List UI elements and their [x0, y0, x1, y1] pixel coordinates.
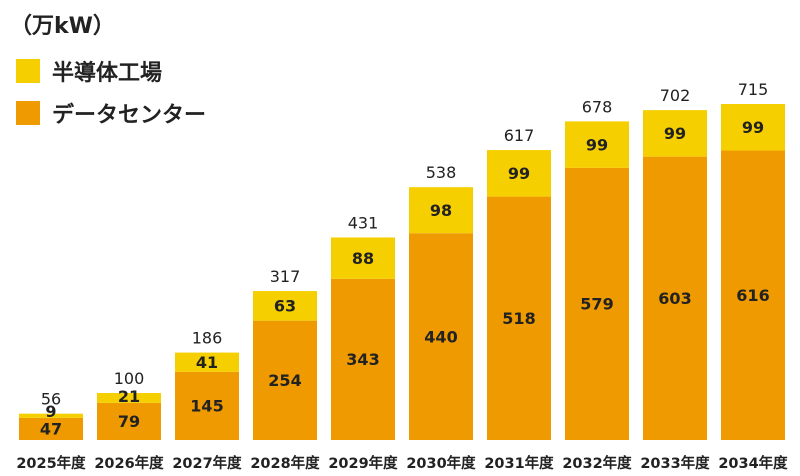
bar-datacenter-8 — [565, 167, 629, 440]
x-tick-label-4: 2028年度 — [250, 454, 320, 472]
total-label-2: 100 — [114, 369, 145, 388]
data-label-datacenter-7: 518 — [502, 309, 535, 328]
bar-semiconductor-1 — [19, 413, 83, 418]
data-label-semiconductor-8: 99 — [586, 135, 608, 154]
bar-datacenter-2 — [97, 402, 161, 440]
legend-label-semiconductor: 半導体工場 — [52, 61, 163, 86]
x-tick-label-5: 2029年度 — [328, 454, 398, 472]
data-label-datacenter-3: 145 — [190, 397, 223, 416]
data-label-semiconductor-3: 41 — [196, 353, 218, 372]
total-label-10: 715 — [738, 80, 769, 99]
data-label-semiconductor-5: 88 — [352, 249, 374, 268]
data-label-semiconductor-2: 21 — [118, 387, 140, 406]
x-tick-label-3: 2027年度 — [172, 454, 242, 472]
data-label-datacenter-6: 440 — [424, 327, 457, 346]
legend-swatch-datacenter — [16, 101, 40, 125]
bar-datacenter-3 — [175, 371, 239, 440]
total-label-9: 702 — [660, 86, 691, 105]
x-tick-label-2: 2026年度 — [94, 454, 164, 472]
data-label-semiconductor-10: 99 — [742, 118, 764, 137]
x-tick-label-6: 2030年度 — [406, 454, 476, 472]
x-tick-label-1: 2025年度 — [16, 454, 86, 472]
unit-label: （万kW） — [10, 14, 115, 39]
data-label-datacenter-4: 254 — [268, 371, 301, 390]
data-label-datacenter-9: 603 — [658, 289, 691, 308]
data-label-datacenter-10: 616 — [736, 286, 769, 305]
bar-semiconductor-9 — [643, 110, 707, 157]
data-label-semiconductor-4: 63 — [274, 297, 296, 316]
bar-semiconductor-4 — [253, 291, 317, 321]
bar-semiconductor-6 — [409, 187, 473, 234]
bar-semiconductor-3 — [175, 352, 239, 372]
x-tick-label-10: 2034年度 — [718, 454, 788, 472]
bar-datacenter-9 — [643, 156, 707, 440]
total-label-6: 538 — [426, 163, 457, 182]
x-tick-label-8: 2032年度 — [562, 454, 632, 472]
bar-semiconductor-8 — [565, 121, 629, 168]
data-label-datacenter-8: 579 — [580, 295, 613, 314]
data-label-semiconductor-1: 9 — [45, 402, 56, 421]
total-label-5: 431 — [348, 213, 379, 232]
bar-datacenter-4 — [253, 320, 317, 440]
bar-semiconductor-5 — [331, 237, 395, 279]
legend-item-datacenter: データセンター — [16, 92, 206, 134]
bar-semiconductor-2 — [97, 393, 161, 403]
legend: 半導体工場 データセンター — [16, 50, 206, 134]
data-label-semiconductor-9: 99 — [664, 124, 686, 143]
x-tick-label-7: 2031年度 — [484, 454, 554, 472]
data-label-semiconductor-7: 99 — [508, 164, 530, 183]
bar-semiconductor-10 — [721, 104, 785, 151]
legend-swatch-semiconductor — [16, 59, 40, 83]
total-label-4: 317 — [270, 267, 301, 286]
legend-label-datacenter: データセンター — [52, 103, 207, 128]
bar-datacenter-7 — [487, 196, 551, 440]
bar-datacenter-6 — [409, 233, 473, 440]
total-label-3: 186 — [192, 329, 223, 348]
total-label-7: 617 — [504, 126, 535, 145]
bar-datacenter-5 — [331, 278, 395, 440]
data-label-datacenter-1: 47 — [40, 420, 62, 439]
total-label-8: 678 — [582, 97, 613, 116]
data-label-semiconductor-6: 98 — [430, 201, 452, 220]
x-tick-label-9: 2033年度 — [640, 454, 710, 472]
bar-datacenter-10 — [721, 150, 785, 440]
data-label-datacenter-2: 79 — [118, 412, 140, 431]
bar-datacenter-1 — [19, 417, 83, 440]
data-label-datacenter-5: 343 — [346, 350, 379, 369]
bar-semiconductor-7 — [487, 150, 551, 197]
legend-item-semiconductor: 半導体工場 — [16, 50, 206, 92]
total-label-1: 56 — [41, 390, 61, 409]
